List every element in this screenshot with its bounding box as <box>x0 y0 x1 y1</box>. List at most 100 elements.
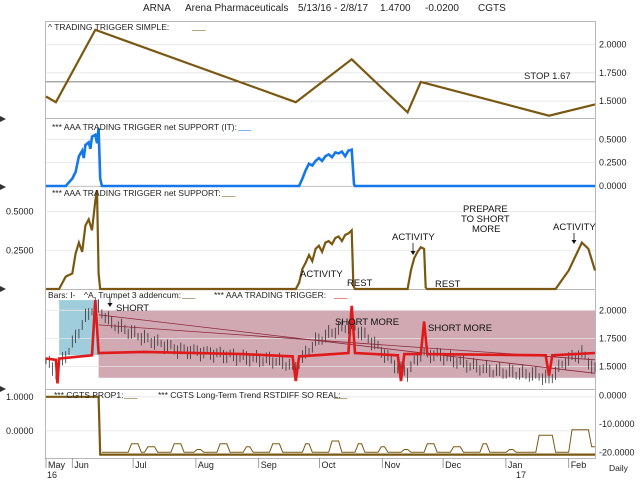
panel-frames <box>45 21 596 459</box>
annotation-short: SHORT <box>116 303 149 314</box>
p2-legend-placeholder: ___ <box>237 122 252 131</box>
p4-title: ^A. Trumpet 3 addencum: <box>84 290 181 300</box>
y-tick-label: 0.2500 <box>6 245 34 255</box>
x-month-label: Feb <box>571 460 587 470</box>
p3-legend-placeholder: ___ <box>221 188 236 197</box>
activity-2-arrowhead <box>410 251 416 255</box>
p4-bars-label: Bars: I- <box>48 290 76 300</box>
y-tick-label: 1.5000 <box>599 96 627 106</box>
short-arrowhead <box>107 303 113 307</box>
annotation-rest-1: REST <box>347 278 373 289</box>
p3-tick-labels: 0.5000 0.2500 <box>6 207 34 256</box>
p1-legend-placeholder: ___ <box>191 22 206 31</box>
panel-marker <box>0 386 6 392</box>
x-month-labels: May Jun Jul Aug Sep Oct Nov Dec Jan Feb <box>48 460 586 470</box>
annotation-activity-3: ACTIVITY <box>553 222 596 233</box>
x-month-label: Nov <box>384 460 401 470</box>
panel-net-support-it: 0.5000 0.2500 0.0000 *** AAA TRADING TRIGG… <box>46 122 627 191</box>
cgts-rstdiff-line <box>101 429 595 453</box>
p4-gridlines <box>46 309 595 367</box>
p5-legend-placeholder: ___ <box>123 390 138 399</box>
annotation-prepare: PREPARE <box>463 204 508 215</box>
p5-title: *** CGTS PROP1: <box>54 390 123 400</box>
header-symbol: ARNA <box>143 3 171 14</box>
panel-5-frame <box>45 389 596 459</box>
y-tick-label: 0.5000 <box>6 207 34 217</box>
header-source: CGTS <box>478 3 506 14</box>
header-last-price: 1.4700 <box>380 3 411 14</box>
y-tick-label: 1.7500 <box>599 68 627 78</box>
net-support-line <box>46 189 597 291</box>
panel-1-frame <box>45 21 596 119</box>
y-tick-label: 0.0000 <box>6 426 34 436</box>
x-month-label: Jan <box>508 460 523 470</box>
annotation-short-more-1: SHORT MORE <box>335 317 399 328</box>
annotation-short-more-2: SHORT MORE <box>428 323 492 334</box>
y-tick-label: 1.0000 <box>6 392 34 402</box>
p3-annotations: ACTIVITY REST ACTIVITY REST PREPARE TO S… <box>300 204 596 290</box>
p4-tick-labels: 2.0000 1.7500 1.5000 <box>599 305 627 371</box>
header-company: Arena Pharmaceuticals <box>185 3 288 14</box>
y-tick-label: 1.7500 <box>599 333 627 343</box>
stop-label: STOP 1.67 <box>524 71 571 82</box>
annotation-rest-2: REST <box>435 279 461 290</box>
y-tick-label: 2.0000 <box>599 40 627 50</box>
cgts-prop1-line <box>46 395 595 456</box>
x-month-label: Jun <box>74 460 89 470</box>
p1-gridlines <box>46 44 595 102</box>
panel-trading-trigger-simple: STOP 1.67 2.0000 1.7500 1.5000 ^ TRADING T… <box>45 22 627 117</box>
panel-cgts: 1.0000 0.0000 0.0000 -10.0000 -20.0000 *** … <box>6 390 635 457</box>
net-support-it-line <box>46 128 595 188</box>
aaa-trading-trigger-line <box>45 300 596 384</box>
p4-legend-placeholder: ___ <box>181 290 196 299</box>
x-month-ticks <box>45 458 570 468</box>
x-month-label: May <box>48 460 66 470</box>
panel-left-markers <box>0 116 6 392</box>
p2-tick-labels: 0.5000 0.2500 0.0000 <box>599 135 627 192</box>
panel-marker <box>0 286 6 292</box>
x-year-label-17: 17 <box>516 470 526 480</box>
y-tick-label: -10.0000 <box>599 419 635 429</box>
p1-tick-labels: 2.0000 1.7500 1.5000 <box>599 40 627 107</box>
x-month-label: Jul <box>135 460 147 470</box>
x-axis: May Jun Jul Aug Sep Oct Nov Dec Jan Feb 16 17 Dai… <box>45 458 629 480</box>
y-tick-label: 0.2500 <box>599 158 627 168</box>
p3-title: *** AAA TRADING TRIGGER net SUPPORT: <box>52 188 221 198</box>
y-tick-label: -20.0000 <box>599 447 635 457</box>
p5-secondary-placeholder: ___ <box>333 390 348 399</box>
x-month-label: Dec <box>445 460 462 470</box>
p5-gridlines <box>46 396 595 432</box>
p5-right-tick-labels: 0.0000 -10.0000 -20.0000 <box>599 391 635 458</box>
p5-left-tick-labels: 1.0000 0.0000 <box>6 392 34 436</box>
p2-gridlines <box>46 139 595 187</box>
annotation-more: MORE <box>472 224 501 235</box>
annotation-activity-2: ACTIVITY <box>392 232 435 243</box>
panel-marker <box>0 116 6 122</box>
trend-line-upper <box>98 314 596 374</box>
p5-secondary-title: *** CGTS Long-Term Trend RSTDIFF SO REAL… <box>158 390 341 400</box>
panel-marker <box>0 184 6 190</box>
p3-gridlines <box>46 211 595 251</box>
y-tick-label: 0.5000 <box>599 135 627 145</box>
x-month-label: Aug <box>198 460 214 470</box>
y-tick-label: 1.5000 <box>599 362 627 372</box>
x-month-label: Sep <box>261 460 277 470</box>
x-year-label-16: 16 <box>47 470 57 480</box>
annotation-activity-1: ACTIVITY <box>300 269 343 280</box>
chart-header: ARNA Arena Pharmaceuticals 5/13/16 - 2/8… <box>143 3 506 14</box>
x-period-label: Daily <box>609 463 629 473</box>
y-tick-label: 0.0000 <box>599 391 627 401</box>
annotation-to-short: TO SHORT <box>461 214 510 225</box>
y-tick-label: 2.0000 <box>599 305 627 315</box>
header-change: -0.0200 <box>425 3 459 14</box>
x-month-label: Oct <box>322 460 337 470</box>
p4-secondary-placeholder: ___ <box>333 290 348 299</box>
p4-annotations: SHORT SHORT MORE SHORT MORE <box>107 297 492 334</box>
p4-secondary-title: *** AAA TRADING TRIGGER: <box>214 290 326 300</box>
activity-3-arrowhead <box>571 240 577 244</box>
panel-price-trigger: 2.0000 1.7500 1.5000 Bars: I- ^A. Trumpet … <box>45 290 627 385</box>
panel-net-support: 0.5000 0.2500 *** AAA TRADING TRIGGER net… <box>6 188 597 291</box>
y-tick-label: 0.0000 <box>599 181 627 191</box>
trading-trigger-simple-line <box>45 28 596 117</box>
